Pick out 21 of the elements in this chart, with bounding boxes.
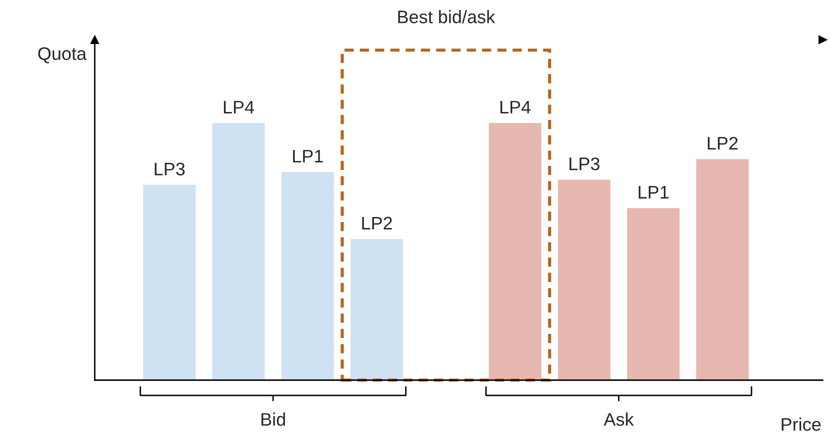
bar — [487, 122, 543, 380]
x-tick-label: LP3 — [154, 162, 185, 176]
series-label: Bid — [262, 412, 285, 426]
x-axis-title: Price — [782, 418, 821, 431]
x-tick-label: LP1 — [293, 150, 323, 162]
text: Best bid/ask — [398, 10, 496, 24]
bar — [142, 183, 198, 380]
x-tick-label: LP2 — [708, 136, 738, 150]
x-tick-label: LP3 — [570, 158, 600, 170]
bar — [626, 206, 681, 380]
bar — [210, 122, 266, 380]
bar — [556, 178, 612, 380]
series-label: Ask — [604, 412, 634, 426]
bar — [694, 158, 750, 380]
x-tick-label: LP4 — [500, 100, 531, 114]
bar — [280, 170, 336, 380]
x-tick-label: LP4 — [224, 100, 254, 114]
x-tick-label: LP1 — [638, 186, 668, 198]
x-tick-label: LP2 — [362, 216, 392, 230]
y-axis-title: Quota — [38, 47, 87, 64]
bar — [349, 238, 404, 380]
